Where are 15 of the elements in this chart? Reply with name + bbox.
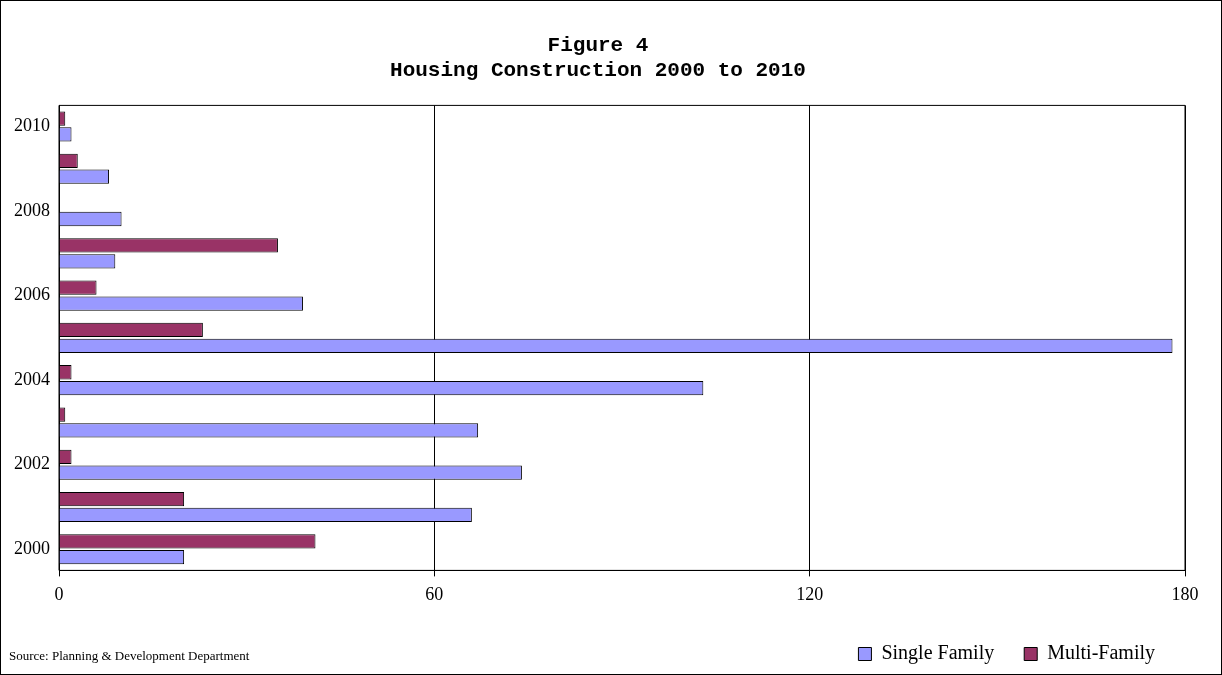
- y-tick-label: 2000: [14, 538, 50, 558]
- x-tick-label: 180: [1171, 583, 1199, 604]
- legend-label: Multi-Family: [1047, 641, 1156, 665]
- y-tick-label: 2004: [14, 368, 50, 389]
- y-tick-label: 2008: [14, 199, 50, 220]
- x-tick-label: 60: [425, 583, 444, 604]
- x-tick-label: 120: [796, 583, 824, 604]
- text: Housing Construction 2000 to 2010: [390, 59, 806, 83]
- y-tick-label: 2006: [14, 284, 50, 305]
- x-tick-label: 0: [54, 583, 64, 604]
- y-tick-label: 2010: [14, 115, 50, 136]
- source-note: Source: Planning & Development Department: [9, 648, 250, 664]
- legend-label: Single Family: [881, 641, 995, 665]
- y-tick-label: 2002: [14, 453, 50, 474]
- text: Figure 4: [547, 33, 649, 57]
